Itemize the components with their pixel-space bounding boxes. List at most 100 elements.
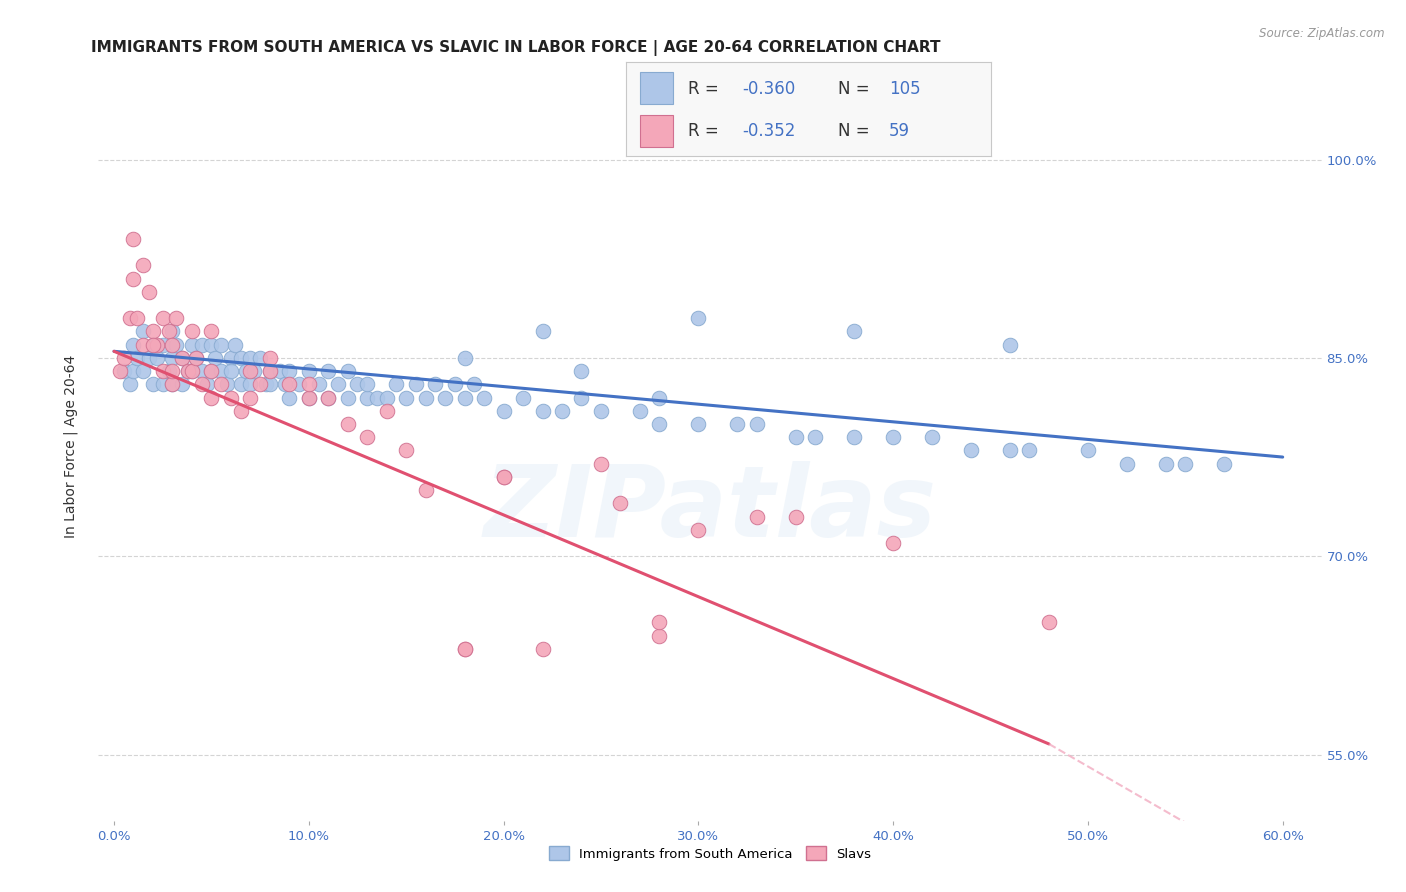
Point <box>316 391 339 405</box>
Text: R =: R = <box>688 79 724 97</box>
Point <box>725 417 748 431</box>
Point <box>589 404 612 418</box>
Point <box>316 364 339 378</box>
Point <box>132 364 155 378</box>
Point <box>356 377 378 392</box>
Point <box>152 364 174 378</box>
Point <box>219 364 242 378</box>
Point <box>162 351 184 365</box>
Point <box>492 470 515 484</box>
Point <box>132 337 155 351</box>
Point <box>177 364 200 378</box>
Point <box>336 391 359 405</box>
Point <box>157 325 180 339</box>
Point <box>785 430 807 444</box>
Point <box>395 443 418 458</box>
Point <box>366 391 388 405</box>
Point <box>142 337 165 351</box>
Text: IMMIGRANTS FROM SOUTH AMERICA VS SLAVIC IN LABOR FORCE | AGE 20-64 CORRELATION C: IMMIGRANTS FROM SOUTH AMERICA VS SLAVIC … <box>91 40 941 56</box>
Point <box>882 430 904 444</box>
Point <box>162 337 184 351</box>
Point <box>229 351 252 365</box>
Point <box>239 364 262 378</box>
Point <box>288 377 311 392</box>
Point <box>316 391 339 405</box>
Point <box>184 351 207 365</box>
Point <box>648 628 671 642</box>
Point <box>278 391 301 405</box>
Point <box>346 377 368 392</box>
Point <box>200 391 222 405</box>
Point <box>648 417 671 431</box>
Point <box>190 364 212 378</box>
Point <box>249 351 271 365</box>
Text: -0.352: -0.352 <box>742 122 796 140</box>
Point <box>122 337 145 351</box>
Point <box>249 377 271 392</box>
Point <box>108 364 131 378</box>
Point <box>444 377 467 392</box>
Point <box>278 364 301 378</box>
Point <box>336 364 359 378</box>
Point <box>243 364 266 378</box>
Point <box>118 311 141 326</box>
Point <box>463 377 485 392</box>
Point <box>745 509 768 524</box>
Bar <box>640 72 673 103</box>
Text: 105: 105 <box>889 79 921 97</box>
Point <box>162 364 184 378</box>
Point <box>200 337 222 351</box>
Point <box>132 259 155 273</box>
Point <box>152 311 174 326</box>
Legend: Immigrants from South America, Slavs: Immigrants from South America, Slavs <box>544 841 876 866</box>
Point <box>298 377 321 392</box>
Point <box>375 404 398 418</box>
Point <box>688 311 710 326</box>
Point <box>453 641 475 656</box>
Point <box>162 377 184 392</box>
Point <box>239 391 262 405</box>
Point <box>453 641 475 656</box>
Point <box>138 285 160 299</box>
Point <box>180 364 202 378</box>
Point <box>122 232 145 246</box>
Point <box>112 351 135 365</box>
Point <box>274 377 297 392</box>
Point <box>127 351 149 365</box>
Point <box>172 351 194 365</box>
Point <box>688 417 710 431</box>
Point <box>472 391 495 405</box>
Point <box>224 337 246 351</box>
Point <box>589 457 612 471</box>
Point <box>688 523 710 537</box>
Point <box>138 351 160 365</box>
Point <box>492 404 515 418</box>
Point <box>453 351 475 365</box>
Point <box>172 377 194 392</box>
Point <box>551 404 574 418</box>
Point <box>200 364 222 378</box>
Point <box>434 391 457 405</box>
Point <box>571 391 593 405</box>
Point <box>259 377 281 392</box>
Point <box>162 325 184 339</box>
Point <box>190 377 212 392</box>
Point <box>298 391 321 405</box>
Point <box>571 364 593 378</box>
Point <box>405 377 427 392</box>
Point <box>785 509 807 524</box>
Point <box>118 377 141 392</box>
Point <box>165 311 187 326</box>
Text: Source: ZipAtlas.com: Source: ZipAtlas.com <box>1260 27 1385 40</box>
Point <box>1077 443 1099 458</box>
Point <box>259 364 281 378</box>
Point <box>1213 457 1236 471</box>
Point <box>1174 457 1197 471</box>
Point <box>415 391 437 405</box>
Point <box>209 377 232 392</box>
Point <box>239 377 262 392</box>
Point <box>395 391 418 405</box>
Point <box>197 377 219 392</box>
Point <box>152 337 174 351</box>
Point <box>882 536 904 550</box>
